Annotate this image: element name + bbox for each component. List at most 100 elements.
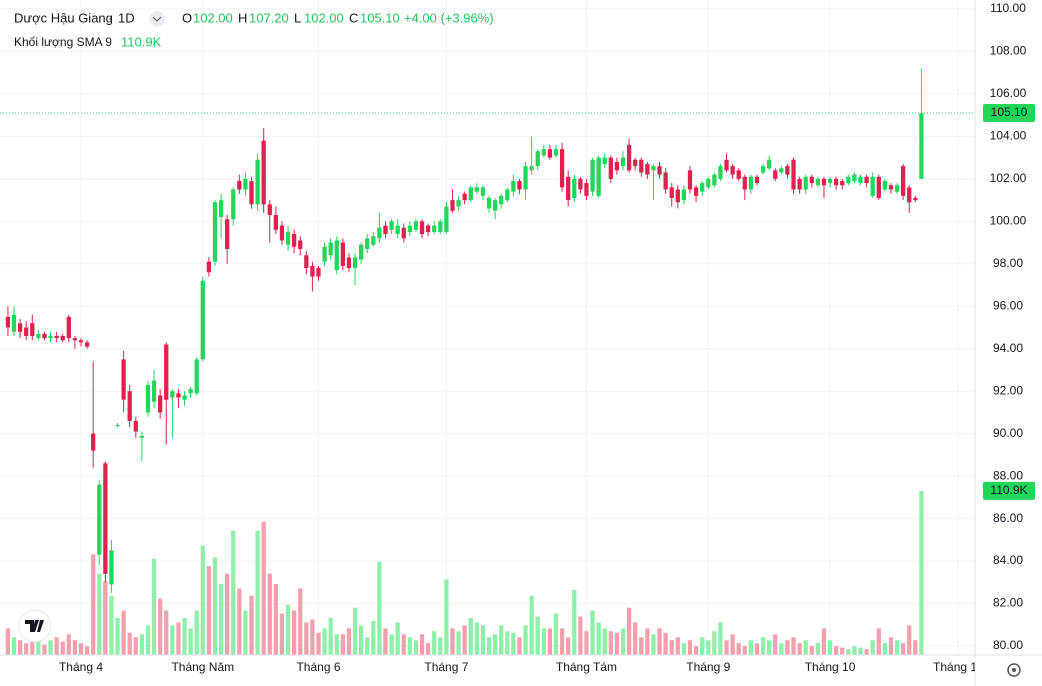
x-tick-label: Tháng 6	[296, 660, 340, 674]
candle-body	[151, 380, 157, 402]
candle-body	[310, 265, 315, 277]
candle-body	[462, 193, 467, 201]
x-tick-label: Tháng 11	[933, 660, 983, 674]
candle-body	[48, 335, 53, 339]
candle-body	[133, 420, 138, 432]
x-tick-label: Tháng 10	[805, 660, 856, 674]
volume-bar	[797, 643, 802, 655]
volume-bar	[639, 637, 644, 655]
candle-body	[273, 214, 279, 230]
volume-bar	[48, 640, 53, 655]
candle-body	[712, 174, 717, 186]
volume-bar	[767, 640, 772, 655]
candle-body	[620, 157, 626, 167]
volume-bar	[243, 610, 248, 655]
volume-bar	[17, 640, 23, 655]
volume-bar	[523, 625, 528, 655]
volume-bar	[255, 530, 260, 655]
volume-bar	[681, 643, 687, 655]
candle-body	[103, 463, 108, 574]
y-tick-label: 98.00	[993, 256, 1023, 270]
volume-bar	[803, 640, 808, 655]
close-value: 105.10	[360, 10, 400, 25]
volume-bar	[170, 625, 175, 655]
volume-bar	[517, 637, 522, 655]
candle-body	[334, 240, 339, 271]
candle-body	[66, 316, 71, 339]
candle-body	[919, 113, 924, 179]
last-price-badge	[983, 104, 1035, 123]
volume-bar	[547, 628, 553, 655]
candle-body	[748, 176, 754, 190]
volume-bar	[425, 643, 431, 655]
volume-bar	[432, 631, 437, 655]
candle-body	[785, 166, 790, 175]
change: +4.00 (+3.96%)	[404, 10, 494, 25]
volume-bar	[182, 618, 187, 655]
volume-bar	[151, 558, 157, 655]
y-tick-label: 96.00	[993, 298, 1023, 312]
candle-body	[218, 200, 224, 218]
volume-bar	[78, 643, 84, 655]
volume-bar	[273, 583, 279, 655]
candle-body	[438, 221, 443, 232]
candle-body	[444, 206, 449, 232]
candle-body	[553, 149, 559, 156]
candle-body	[633, 159, 638, 167]
candle-body	[687, 170, 693, 190]
volume-bar	[444, 579, 449, 655]
candle-body	[164, 344, 169, 400]
volume-bar	[164, 610, 169, 655]
candle-body	[596, 157, 601, 196]
candle-body	[858, 176, 863, 184]
candle-body	[675, 189, 680, 203]
candle-body	[145, 384, 151, 413]
low-label: L	[294, 10, 301, 25]
candle-body	[602, 157, 607, 165]
volume-bar	[158, 598, 163, 655]
candle-body	[24, 327, 29, 336]
volume-bar	[11, 637, 17, 655]
volume-bar	[292, 610, 297, 655]
candle-body	[450, 200, 455, 211]
candle-body	[864, 176, 869, 184]
volume-bar	[407, 637, 412, 655]
candle-body	[249, 180, 254, 205]
candle-body	[730, 166, 735, 175]
low-value: 102.00	[304, 10, 344, 25]
candle-body	[614, 161, 620, 171]
volume-bar	[486, 637, 492, 655]
y-tick-label: 84.00	[993, 553, 1023, 567]
candle-body	[109, 550, 114, 585]
candle-body	[681, 189, 687, 201]
candle-body	[389, 221, 394, 230]
volume-bar	[572, 589, 577, 655]
plot-area	[0, 0, 975, 655]
volume-bar	[60, 641, 65, 655]
volume-bar	[261, 521, 266, 655]
volume-bar	[645, 628, 650, 655]
candle-body	[419, 221, 425, 235]
volume-bar	[267, 573, 272, 655]
volume-bar	[602, 628, 607, 655]
volume-bar	[340, 634, 345, 655]
settings-button[interactable]	[1007, 663, 1021, 677]
y-tick-label: 94.00	[993, 341, 1023, 355]
volume-bar	[858, 647, 863, 655]
candle-body	[340, 242, 345, 266]
volume-bar	[657, 628, 662, 655]
volume-bar	[24, 643, 29, 655]
volume-legend: Khối lượng SMA 9	[14, 35, 112, 49]
candle-body	[78, 340, 84, 343]
candle-body	[760, 166, 766, 173]
volume-bar	[145, 625, 151, 655]
volume-bar	[584, 631, 589, 655]
volume-bar	[821, 628, 827, 655]
volume-bar	[450, 628, 455, 655]
collapse-button[interactable]	[149, 11, 165, 27]
candle-body	[779, 168, 784, 173]
candle-body	[42, 333, 47, 339]
candle-body	[328, 242, 333, 256]
volume-bar	[206, 566, 212, 655]
